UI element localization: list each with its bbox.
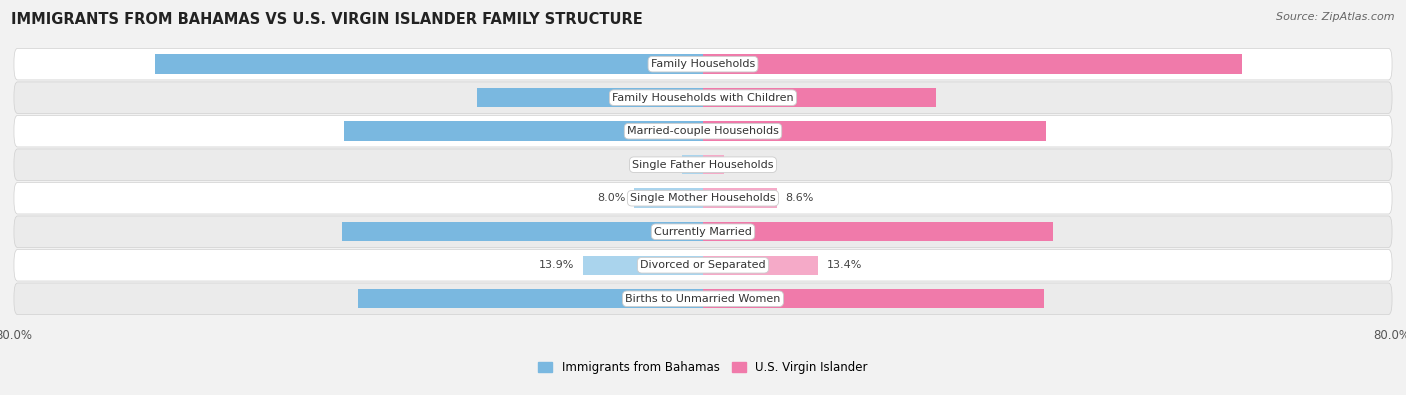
Bar xyxy=(357,289,703,308)
FancyBboxPatch shape xyxy=(14,149,1392,181)
Text: 2.4%: 2.4% xyxy=(645,160,673,170)
Bar xyxy=(682,155,703,175)
Text: Single Mother Households: Single Mother Households xyxy=(630,193,776,203)
Text: 40.7%: 40.7% xyxy=(716,227,755,237)
Text: Currently Married: Currently Married xyxy=(654,227,752,237)
FancyBboxPatch shape xyxy=(14,250,1392,281)
Text: 39.8%: 39.8% xyxy=(716,126,755,136)
Bar xyxy=(703,289,1045,308)
Text: Divorced or Separated: Divorced or Separated xyxy=(640,260,766,270)
Text: 2.4%: 2.4% xyxy=(733,160,761,170)
Text: 41.7%: 41.7% xyxy=(651,126,690,136)
Bar xyxy=(703,256,818,275)
Bar xyxy=(703,88,936,107)
Text: 39.6%: 39.6% xyxy=(716,294,755,304)
FancyBboxPatch shape xyxy=(14,49,1392,80)
Text: Source: ZipAtlas.com: Source: ZipAtlas.com xyxy=(1277,12,1395,22)
Text: 62.6%: 62.6% xyxy=(716,59,755,69)
Text: Family Households with Children: Family Households with Children xyxy=(612,93,794,103)
FancyBboxPatch shape xyxy=(14,115,1392,147)
Text: 13.4%: 13.4% xyxy=(827,260,862,270)
Text: IMMIGRANTS FROM BAHAMAS VS U.S. VIRGIN ISLANDER FAMILY STRUCTURE: IMMIGRANTS FROM BAHAMAS VS U.S. VIRGIN I… xyxy=(11,12,643,27)
Text: 40.1%: 40.1% xyxy=(651,294,690,304)
Text: 41.9%: 41.9% xyxy=(651,227,690,237)
FancyBboxPatch shape xyxy=(14,216,1392,248)
FancyBboxPatch shape xyxy=(14,82,1392,113)
Text: Single Father Households: Single Father Households xyxy=(633,160,773,170)
Bar xyxy=(703,122,1046,141)
Legend: Immigrants from Bahamas, U.S. Virgin Islander: Immigrants from Bahamas, U.S. Virgin Isl… xyxy=(533,356,873,379)
FancyBboxPatch shape xyxy=(14,283,1392,314)
Text: 63.6%: 63.6% xyxy=(651,59,690,69)
Bar xyxy=(477,88,703,107)
Bar xyxy=(155,55,703,74)
Bar xyxy=(703,222,1053,241)
Bar xyxy=(703,155,724,175)
Bar xyxy=(344,122,703,141)
Text: 26.3%: 26.3% xyxy=(651,93,690,103)
Bar xyxy=(342,222,703,241)
Text: Births to Unmarried Women: Births to Unmarried Women xyxy=(626,294,780,304)
Text: Family Households: Family Households xyxy=(651,59,755,69)
FancyBboxPatch shape xyxy=(14,182,1392,214)
Text: Married-couple Households: Married-couple Households xyxy=(627,126,779,136)
Bar xyxy=(583,256,703,275)
Bar xyxy=(703,188,778,208)
Bar xyxy=(634,188,703,208)
Text: 8.6%: 8.6% xyxy=(786,193,814,203)
Text: 13.9%: 13.9% xyxy=(540,260,575,270)
Bar xyxy=(703,55,1241,74)
Text: 27.1%: 27.1% xyxy=(716,93,755,103)
Text: 8.0%: 8.0% xyxy=(598,193,626,203)
